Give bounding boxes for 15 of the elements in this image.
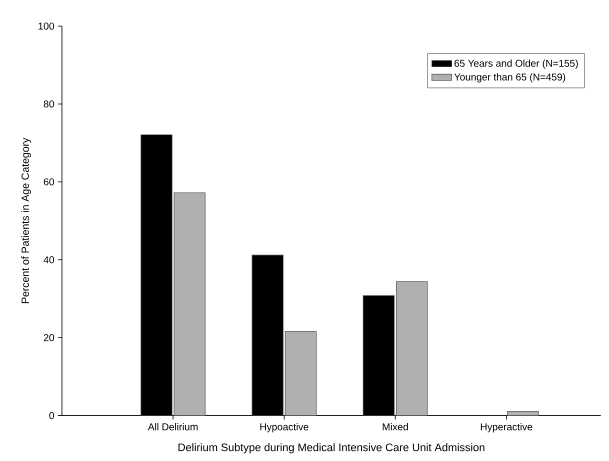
legend-label: 65 Years and Older (N=155) <box>454 60 578 70</box>
x-axis-title: Delirium Subtype during Medical Intensive Care Unit Admission <box>178 443 484 454</box>
legend-label: Younger than 65 (N=459) <box>454 73 566 83</box>
y-tick-label: 0 <box>49 412 54 420</box>
y-tick-label: 40 <box>44 256 54 264</box>
y-tick-label: 60 <box>44 178 54 186</box>
y-tick-label: 80 <box>44 100 54 108</box>
bar <box>507 411 539 416</box>
y-tick-label: 20 <box>44 334 54 342</box>
y-tick-label: 100 <box>38 22 54 30</box>
x-tick-label: Mixed <box>382 423 408 431</box>
x-tick-label: Hypoactive <box>260 423 308 433</box>
y-axis-title: Percent of Patients in Age Category <box>21 138 31 304</box>
x-tick-label: All Delirium <box>148 423 198 431</box>
x-tick-label: Hyperactive <box>480 423 532 433</box>
